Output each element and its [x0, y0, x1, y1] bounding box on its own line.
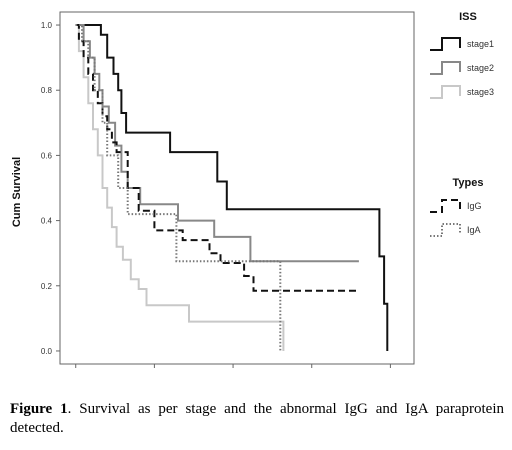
- figure-caption: Figure 1. Survival as per stage and the …: [10, 400, 504, 438]
- y-tick-label: 0.2: [41, 282, 53, 291]
- legend-igg-swatch: [430, 199, 461, 213]
- legend-iga-swatch: [430, 223, 461, 237]
- legend-stage2-label: stage2: [467, 63, 494, 73]
- y-tick-label: 0.8: [41, 86, 53, 95]
- legend-iga-label: IgA: [467, 225, 481, 235]
- figure-caption-text: . Survival as per stage and the abnormal…: [10, 401, 504, 436]
- series-iga-line: [75, 24, 282, 351]
- legend-igg-label: IgG: [467, 201, 482, 211]
- legend-stage2-swatch: [430, 61, 461, 75]
- legend-title: ISS: [459, 11, 477, 23]
- legend-stage1-swatch: [430, 37, 461, 51]
- y-tick-label: 0.4: [41, 217, 53, 226]
- y-tick-label: 0.6: [41, 151, 53, 160]
- y-tick-label: 0.0: [41, 347, 53, 356]
- series-stage1-line: [75, 24, 389, 351]
- legend-title: Types: [453, 177, 484, 189]
- y-tick-label: 1.0: [41, 21, 53, 30]
- legend-stage3-label: stage3: [467, 87, 494, 97]
- survival-chart: 0501001502000.00.20.40.60.81.0 Cum Survi…: [11, 11, 494, 368]
- y-axis-title: Cum Survival: [11, 157, 23, 227]
- plot-frame: [59, 11, 415, 365]
- series-igg-line: [75, 24, 359, 292]
- figure-caption-label: Figure 1: [10, 401, 68, 417]
- legend-stage3-swatch: [430, 85, 461, 99]
- series-stage3-line: [75, 24, 285, 351]
- legend-stage1-label: stage1: [467, 39, 494, 49]
